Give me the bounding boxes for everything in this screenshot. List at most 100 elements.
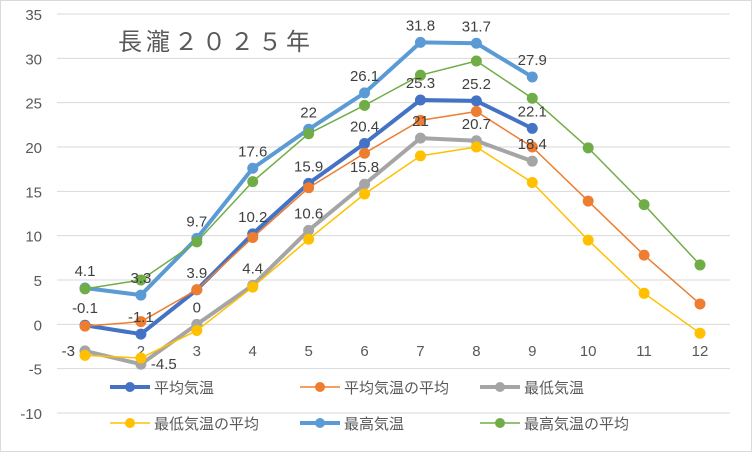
y-tick-label: 0 [34,317,42,334]
data-label: 18.4 [518,136,547,153]
data-point [638,287,650,299]
data-point [359,188,371,200]
data-point [414,114,426,126]
data-label: -4.5 [151,356,177,373]
data-label: 25.3 [406,75,435,92]
legend-marker [125,382,135,392]
data-point [694,298,706,310]
data-label: 3.3 [130,270,151,287]
data-point [247,162,259,174]
legend-marker [495,418,505,428]
chart-title: 長瀧２０２５年 [118,28,314,56]
data-label: 20.7 [462,116,491,133]
data-label: -0.1 [72,300,98,317]
data-point [303,128,315,140]
x-tick-label: 7 [416,343,424,360]
data-point [303,182,315,194]
data-point [359,178,371,190]
x-tick-label: 4 [249,343,257,360]
data-label: 27.9 [518,52,547,69]
data-label: 31.7 [462,18,491,35]
data-point [135,352,147,364]
x-tick-label: 10 [580,343,597,360]
data-point [414,150,426,162]
legend-label: 平均気温 [154,379,214,397]
data-label: 9.7 [186,213,207,230]
data-label: 20.4 [350,118,379,135]
x-tick-label: 8 [472,343,480,360]
data-point [470,95,482,107]
data-point [526,176,538,188]
series-line [84,110,701,327]
data-point [526,122,538,134]
data-point [526,141,538,153]
data-label: -1.1 [128,309,154,326]
data-point [359,99,371,111]
data-point [526,92,538,104]
data-point [247,281,259,293]
legend-label: 最低気温の平均 [154,415,259,433]
data-point [638,199,650,211]
data-label: 31.8 [406,17,435,34]
data-label: -3 [62,343,75,360]
data-label: 22 [300,104,317,121]
data-point [359,87,371,99]
y-tick-label: 25 [25,96,42,113]
data-point [247,176,259,188]
data-point [191,284,203,296]
y-tick-label: -5 [29,362,42,379]
data-point [79,320,91,332]
data-label: 25.2 [462,76,491,93]
data-point [638,249,650,261]
data-point [526,71,538,83]
data-point [303,233,315,245]
data-point [470,37,482,49]
data-label: 3.9 [186,265,207,282]
x-tick-label: 11 [636,343,652,360]
x-tick-label: 5 [304,343,312,360]
x-tick-label: 2 [137,343,145,360]
data-label: 22.1 [518,103,547,120]
data-point [470,141,482,153]
data-point [414,36,426,48]
data-point [303,224,315,236]
data-point [79,349,91,361]
data-point [247,231,259,243]
legend-label: 最低気温 [524,379,584,397]
series-line [84,60,701,290]
data-point [135,316,147,328]
data-point [526,155,538,167]
data-point [359,137,371,149]
y-tick-label: 35 [25,7,42,24]
data-label: 17.6 [238,143,267,160]
data-label: 10.6 [294,205,323,222]
data-label: 10.2 [238,209,267,226]
data-point [470,106,482,118]
y-tick-label: 30 [25,51,42,68]
data-point [582,195,594,207]
data-point [414,132,426,144]
legend-marker [315,382,325,392]
data-label: 15.8 [350,159,379,176]
data-point [414,94,426,106]
data-label: 15.9 [294,158,323,175]
data-label: 26.1 [350,68,379,85]
legend-marker [495,382,505,392]
x-tick-label: 9 [528,343,536,360]
x-tick-label: 3 [193,343,201,360]
y-tick-label: 5 [34,273,42,290]
data-point [694,259,706,271]
data-point [359,147,371,159]
legend-label: 平均気温の平均 [344,379,449,397]
data-point [79,283,91,295]
data-point [582,142,594,154]
y-tick-label: 10 [25,229,42,246]
data-label: 4.4 [242,260,263,277]
y-tick-label: -10 [20,406,42,423]
data-point [191,325,203,337]
data-label: 21 [412,113,429,130]
data-label: 4.1 [75,263,96,280]
data-point [582,234,594,246]
y-tick-label: 20 [25,140,42,157]
